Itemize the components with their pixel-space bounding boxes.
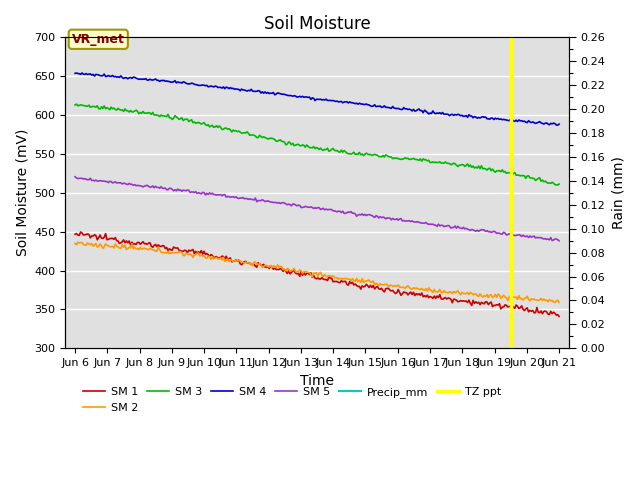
SM 2 bbox=[358, 276, 366, 282]
SM 2 bbox=[71, 240, 79, 246]
SM 3 bbox=[72, 101, 80, 107]
SM 3 bbox=[71, 102, 79, 108]
SM 2 bbox=[550, 299, 557, 305]
SM 3 bbox=[358, 151, 366, 157]
SM 1 bbox=[536, 310, 543, 315]
SM 4 bbox=[536, 119, 543, 124]
SM 3 bbox=[550, 180, 557, 186]
SM 3 bbox=[331, 147, 339, 153]
SM 1 bbox=[556, 313, 563, 319]
SM 5 bbox=[357, 212, 365, 218]
SM 5 bbox=[294, 203, 302, 208]
Text: VR_met: VR_met bbox=[72, 33, 125, 46]
SM 4 bbox=[202, 83, 209, 88]
SM 5 bbox=[200, 190, 208, 195]
SM 3 bbox=[556, 181, 563, 187]
Line: SM 2: SM 2 bbox=[75, 242, 559, 302]
SM 3 bbox=[536, 175, 543, 180]
SM 2 bbox=[556, 300, 563, 305]
SM 1 bbox=[358, 283, 366, 289]
SM 3 bbox=[296, 143, 303, 148]
Line: SM 3: SM 3 bbox=[75, 104, 559, 185]
SM 2 bbox=[536, 297, 543, 303]
Y-axis label: Rain (mm): Rain (mm) bbox=[611, 156, 625, 229]
SM 2 bbox=[74, 240, 82, 245]
SM 3 bbox=[554, 182, 561, 188]
SM 5 bbox=[534, 235, 542, 240]
SM 4 bbox=[331, 98, 339, 104]
SM 1 bbox=[202, 252, 209, 257]
SM 4 bbox=[71, 71, 79, 76]
SM 1 bbox=[71, 231, 79, 237]
Y-axis label: Soil Moisture (mV): Soil Moisture (mV) bbox=[15, 129, 29, 256]
SM 1 bbox=[296, 274, 303, 279]
SM 1 bbox=[550, 309, 557, 315]
SM 5 bbox=[556, 238, 563, 244]
Legend: SM 1, SM 2, SM 3, SM 4, SM 5, Precip_mm, TZ ppt: SM 1, SM 2, SM 3, SM 4, SM 5, Precip_mm,… bbox=[79, 383, 506, 417]
SM 4 bbox=[554, 122, 561, 128]
Line: SM 4: SM 4 bbox=[75, 73, 559, 125]
SM 3 bbox=[202, 122, 209, 128]
SM 1 bbox=[331, 278, 339, 284]
SM 5 bbox=[71, 174, 79, 180]
SM 2 bbox=[202, 255, 209, 261]
SM 4 bbox=[556, 121, 563, 127]
SM 5 bbox=[329, 208, 337, 214]
Title: Soil Moisture: Soil Moisture bbox=[264, 15, 371, 33]
SM 4 bbox=[296, 94, 303, 99]
X-axis label: Time: Time bbox=[300, 373, 334, 387]
SM 5 bbox=[548, 238, 556, 243]
Line: SM 1: SM 1 bbox=[75, 232, 559, 316]
SM 2 bbox=[296, 267, 303, 273]
SM 4 bbox=[358, 101, 366, 107]
SM 1 bbox=[77, 229, 84, 235]
SM 2 bbox=[551, 300, 559, 305]
SM 4 bbox=[550, 120, 557, 126]
Line: SM 5: SM 5 bbox=[75, 177, 559, 241]
SM 2 bbox=[331, 274, 339, 280]
SM 4 bbox=[78, 70, 86, 76]
